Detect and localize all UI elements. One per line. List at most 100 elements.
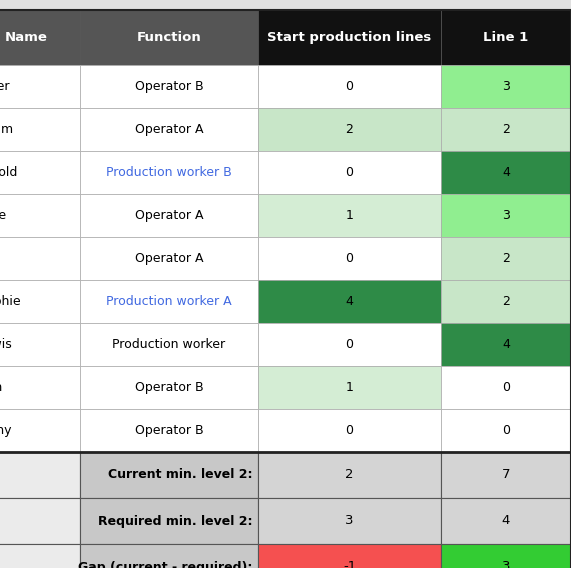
Text: Operator A: Operator A	[135, 123, 203, 136]
Bar	[0, 108, 80, 151]
Text: 4: 4	[502, 338, 510, 351]
Text: Gap (current - required):: Gap (current - required):	[78, 561, 252, 568]
Text: Start production lines: Start production lines	[267, 31, 432, 44]
Text: 0: 0	[345, 338, 353, 351]
Bar	[80, 194, 258, 237]
Bar	[441, 409, 571, 452]
Text: Operator B: Operator B	[135, 381, 203, 394]
Text: -1: -1	[343, 561, 356, 568]
Text: 0: 0	[345, 424, 353, 437]
Bar	[80, 108, 258, 151]
Text: Line 1: Line 1	[484, 31, 529, 44]
Bar	[441, 366, 571, 409]
Bar	[80, 409, 258, 452]
Bar	[80, 151, 258, 194]
Bar	[258, 65, 441, 108]
Text: 3: 3	[502, 561, 510, 568]
Bar	[441, 498, 571, 544]
Bar	[80, 237, 258, 280]
Text: Peter: Peter	[0, 80, 10, 93]
Text: Production worker: Production worker	[112, 338, 226, 351]
Bar	[441, 10, 571, 65]
Bar	[80, 366, 258, 409]
Text: Lewis: Lewis	[0, 338, 13, 351]
Text: Required min. level 2:: Required min. level 2:	[98, 515, 252, 528]
Bar	[258, 237, 441, 280]
Bar	[258, 280, 441, 323]
Text: 2: 2	[345, 469, 354, 482]
Bar	[258, 409, 441, 452]
Text: 4: 4	[502, 515, 510, 528]
Text: 0: 0	[345, 166, 353, 179]
Bar	[0, 151, 80, 194]
Bar	[0, 409, 80, 452]
Text: 3: 3	[345, 515, 354, 528]
Bar	[441, 108, 571, 151]
Text: 0: 0	[345, 252, 353, 265]
Text: Sophie: Sophie	[0, 295, 21, 308]
Text: 0: 0	[502, 424, 510, 437]
Bar	[0, 237, 80, 280]
Text: 2: 2	[502, 123, 510, 136]
Text: Current min. level 2:: Current min. level 2:	[107, 469, 252, 482]
Bar	[441, 151, 571, 194]
Bar	[0, 452, 80, 498]
Bar	[80, 498, 258, 544]
Bar	[441, 237, 571, 280]
Text: 0: 0	[345, 80, 353, 93]
Bar	[0, 498, 80, 544]
Text: Arnold: Arnold	[0, 166, 18, 179]
Bar	[80, 452, 258, 498]
Text: 2: 2	[502, 252, 510, 265]
Text: Jenny: Jenny	[0, 424, 13, 437]
Bar	[441, 280, 571, 323]
Text: Adam: Adam	[0, 123, 14, 136]
Bar	[258, 544, 441, 568]
Bar	[80, 10, 258, 65]
Text: 2: 2	[345, 123, 353, 136]
Bar	[258, 10, 441, 65]
Bar	[258, 452, 441, 498]
Bar	[80, 323, 258, 366]
Bar	[441, 65, 571, 108]
Text: Operator A: Operator A	[135, 252, 203, 265]
Bar	[441, 194, 571, 237]
Bar	[441, 323, 571, 366]
Bar	[258, 323, 441, 366]
Bar	[0, 10, 80, 65]
Text: 1: 1	[345, 381, 353, 394]
Text: Luke: Luke	[0, 209, 7, 222]
Bar	[0, 280, 80, 323]
Text: Production worker A: Production worker A	[106, 295, 232, 308]
Bar	[0, 544, 80, 568]
Bar	[258, 194, 441, 237]
Text: 0: 0	[502, 381, 510, 394]
Bar	[258, 151, 441, 194]
Text: Operator B: Operator B	[135, 80, 203, 93]
Text: 7: 7	[502, 469, 510, 482]
Text: Operator A: Operator A	[135, 209, 203, 222]
Text: 4: 4	[345, 295, 353, 308]
Bar	[80, 280, 258, 323]
Bar	[80, 65, 258, 108]
Text: Function: Function	[136, 31, 202, 44]
Text: Dan: Dan	[0, 381, 3, 394]
Bar	[0, 323, 80, 366]
Bar	[441, 452, 571, 498]
Bar	[0, 65, 80, 108]
Text: 3: 3	[502, 209, 510, 222]
Bar	[258, 108, 441, 151]
Bar	[441, 544, 571, 568]
Text: 4: 4	[502, 166, 510, 179]
Text: Operator B: Operator B	[135, 424, 203, 437]
Bar	[0, 366, 80, 409]
Text: Eva: Eva	[0, 252, 1, 265]
Text: Production worker B: Production worker B	[106, 166, 232, 179]
Bar	[258, 366, 441, 409]
Text: Name: Name	[5, 31, 47, 44]
Text: 3: 3	[502, 80, 510, 93]
Text: 1: 1	[345, 209, 353, 222]
Bar	[258, 498, 441, 544]
Bar	[0, 194, 80, 237]
Bar	[80, 544, 258, 568]
